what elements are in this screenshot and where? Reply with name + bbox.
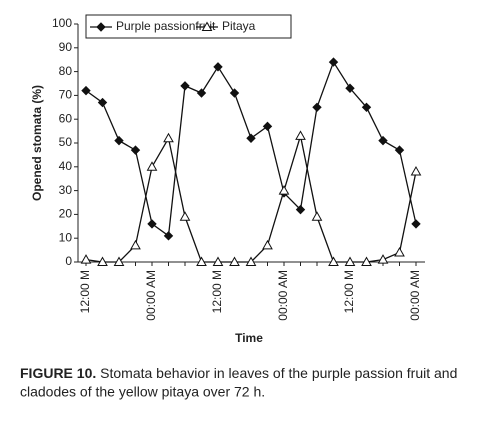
data-point <box>344 256 356 266</box>
data-point <box>245 256 257 266</box>
caption-label: FIGURE 10. <box>20 365 96 381</box>
data-point <box>146 161 158 171</box>
y-tick-label: 90 <box>59 40 73 54</box>
data-point <box>163 231 174 241</box>
data-point <box>229 256 240 266</box>
y-tick-label: 80 <box>59 64 73 78</box>
data-point <box>81 85 91 96</box>
y-tick-label: 20 <box>59 207 73 221</box>
data-point <box>312 102 322 113</box>
data-point <box>213 62 223 72</box>
y-tick-label: 10 <box>59 230 73 244</box>
legend-box <box>85 14 292 39</box>
data-point <box>96 22 106 32</box>
y-tick-label: 70 <box>59 88 73 102</box>
data-point <box>147 219 157 229</box>
data-point <box>394 145 405 155</box>
data-point <box>378 135 388 146</box>
data-point <box>80 254 92 264</box>
y-tick-label: 60 <box>59 111 73 125</box>
data-point <box>328 256 339 266</box>
data-point <box>278 185 290 195</box>
data-point <box>345 83 355 93</box>
data-point <box>262 121 273 132</box>
data-point <box>130 239 141 250</box>
data-point <box>328 57 339 67</box>
x-axis-label: Time <box>235 331 263 345</box>
data-point <box>114 135 124 146</box>
data-point <box>295 204 306 215</box>
data-point <box>179 211 191 221</box>
y-tick-label: 50 <box>59 135 73 149</box>
y-tick-label: 100 <box>52 16 72 30</box>
x-tick-label: 12:00 M <box>342 270 356 313</box>
caption-text: cladodes of the yellow pitaya over 72 h. <box>20 384 265 400</box>
legend-label: Purple passionfruit <box>116 19 216 33</box>
data-point <box>394 246 405 257</box>
data-point <box>212 256 224 266</box>
y-tick-label: 0 <box>65 254 72 268</box>
data-point <box>201 21 213 31</box>
x-tick-label: 12:00 M <box>78 270 92 313</box>
data-point <box>196 256 207 266</box>
data-point <box>113 256 125 266</box>
data-point <box>311 211 323 221</box>
data-point <box>262 239 273 250</box>
data-point <box>295 130 306 140</box>
data-point <box>130 145 141 155</box>
data-point <box>411 219 421 229</box>
x-tick-label: 00:00 AM <box>408 270 422 321</box>
y-axis-label: Opened stomata (%) <box>30 85 44 201</box>
legend-label: Pitaya <box>222 19 256 33</box>
data-point <box>229 88 240 98</box>
y-tick-label: 30 <box>59 183 73 197</box>
x-tick-label: 00:00 AM <box>144 270 158 321</box>
data-point <box>163 132 174 143</box>
data-point <box>246 133 256 143</box>
data-point <box>97 256 108 266</box>
x-tick-label: 12:00 M <box>210 270 224 313</box>
data-point <box>180 81 190 91</box>
caption-text: Stomata behavior in leaves of the purple… <box>96 365 457 381</box>
data-point <box>361 256 372 266</box>
data-point <box>377 254 389 264</box>
data-point <box>97 97 108 108</box>
data-point <box>196 88 207 98</box>
y-tick-label: 40 <box>59 159 73 173</box>
data-point <box>361 102 372 113</box>
caption: FIGURE 10. Stomata behavior in leaves of… <box>20 365 457 381</box>
x-tick-label: 00:00 AM <box>276 270 290 321</box>
data-point <box>410 166 422 176</box>
